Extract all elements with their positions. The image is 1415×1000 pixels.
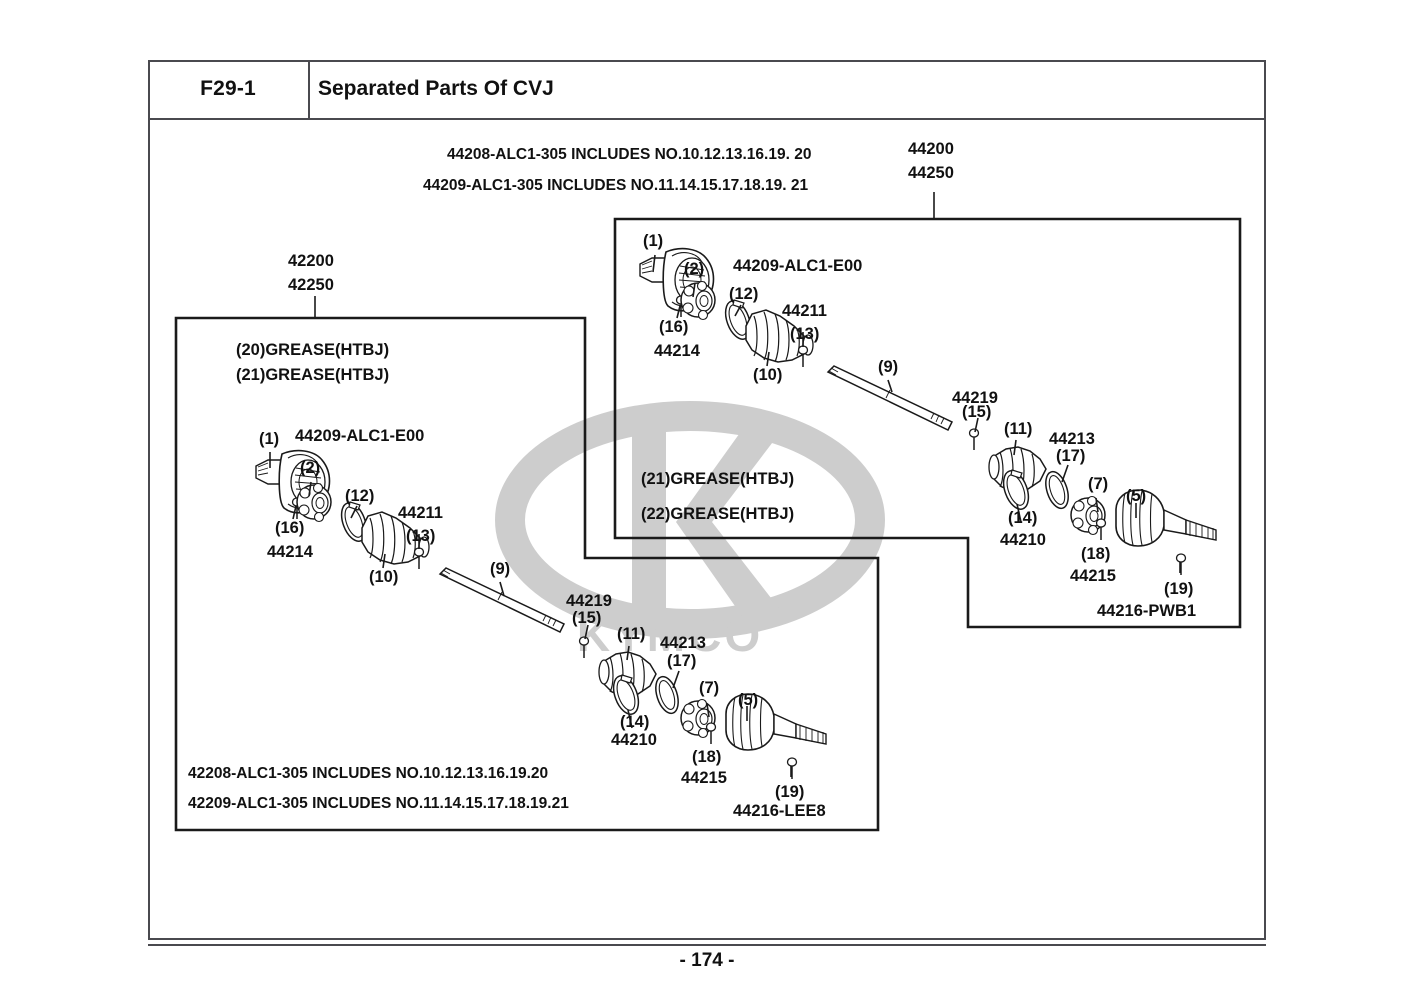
upper-callout-9: (9) <box>878 358 899 376</box>
leader-lines <box>269 192 1181 777</box>
lower-group-number-2: 42250 <box>288 276 334 294</box>
lower-note-line2: 42209-ALC1-305 INCLUDES NO.11.14.15.17.1… <box>188 795 569 812</box>
upper-callout-14: (14) <box>1008 509 1038 527</box>
upper-part-44214: 44214 <box>654 342 700 360</box>
lower-callout-10: (10) <box>369 568 399 586</box>
upper-callout-7: (7) <box>1088 475 1109 493</box>
upper-callout-2: (2) <box>684 260 705 278</box>
section-title-cell: Separated Parts Of CVJ <box>318 60 918 118</box>
lower-note-line1: 42208-ALC1-305 INCLUDES NO.10.12.13.16.1… <box>188 765 549 782</box>
upper-part-44211: 44211 <box>782 302 827 320</box>
upper-callout-15: (15) <box>962 403 992 421</box>
top-note-line2: 44209-ALC1-305 INCLUDES NO.11.14.15.17.1… <box>423 177 809 194</box>
lower-callout-15: (15) <box>572 609 602 627</box>
lower-part-44215: 44215 <box>681 769 727 787</box>
lower-callout-7: (7) <box>699 679 720 697</box>
header-divider <box>148 118 1266 120</box>
upper-part-44210: 44210 <box>1000 531 1046 549</box>
upper-callout-19: (19) <box>1164 580 1194 598</box>
lower-callout-12: (12) <box>345 487 375 505</box>
upper-part-code: 44209-ALC1-E00 <box>733 257 863 275</box>
lower-callout-16: (16) <box>275 519 305 537</box>
upper-grease-note-2: (22)GREASE(HTBJ) <box>641 505 795 523</box>
lower-grease-note-2: (21)GREASE(HTBJ) <box>236 366 390 384</box>
top-note-line1: 44208-ALC1-305 INCLUDES NO.10.12.13.16.1… <box>447 146 812 163</box>
upper-callout-12: (12) <box>729 285 759 303</box>
page-number: - 174 - <box>679 950 735 971</box>
section-code-cell: F29-1 <box>148 60 310 118</box>
upper-callout-18: (18) <box>1081 545 1111 563</box>
upper-callout-5: (5) <box>1126 487 1147 505</box>
page-frame <box>148 60 1266 940</box>
lower-callout-9: (9) <box>490 560 511 578</box>
lower-callout-5: (5) <box>738 691 759 709</box>
upper-group-number-2: 44250 <box>908 164 954 182</box>
footer-divider <box>148 944 1266 946</box>
lower-callout-18: (18) <box>692 748 722 766</box>
upper-part-44213: 44213 <box>1049 430 1095 448</box>
section-code: F29-1 <box>200 77 256 100</box>
upper-callout-11: (11) <box>1004 420 1033 438</box>
lower-callout-1: (1) <box>259 430 280 448</box>
page-title: Separated Parts Of CVJ <box>318 77 554 100</box>
lower-callout-13: (13) <box>406 527 436 545</box>
lower-part-44219: 44219 <box>566 592 612 610</box>
upper-part-44219: 44219 <box>952 389 998 407</box>
lower-part-44214: 44214 <box>267 543 313 561</box>
upper-callout-10: (10) <box>753 366 783 384</box>
lower-part-44213: 44213 <box>660 634 706 652</box>
lower-callout-19: (19) <box>775 783 805 801</box>
lower-part-44211: 44211 <box>398 504 443 522</box>
lower-callout-2: (2) <box>300 459 321 477</box>
upper-part-44215: 44215 <box>1070 567 1116 585</box>
lower-callout-11: (11) <box>617 625 646 643</box>
upper-callout-1: (1) <box>643 232 664 250</box>
upper-group-number-1: 44200 <box>908 140 954 158</box>
lower-grease-note-1: (20)GREASE(HTBJ) <box>236 341 390 359</box>
upper-grease-note-1: (21)GREASE(HTBJ) <box>641 470 795 488</box>
lower-part-44216: 44216-LEE8 <box>733 802 826 820</box>
lower-callout-17: (17) <box>667 652 697 670</box>
upper-callout-16: (16) <box>659 318 689 336</box>
upper-callout-17: (17) <box>1056 447 1086 465</box>
lower-group-number-1: 42200 <box>288 252 334 270</box>
lower-part-code: 44209-ALC1-E00 <box>295 427 425 445</box>
upper-part-44216: 44216-PWB1 <box>1097 602 1197 620</box>
upper-callout-13: (13) <box>790 325 820 343</box>
lower-part-44210: 44210 <box>611 731 657 749</box>
lower-callout-14: (14) <box>620 713 650 731</box>
